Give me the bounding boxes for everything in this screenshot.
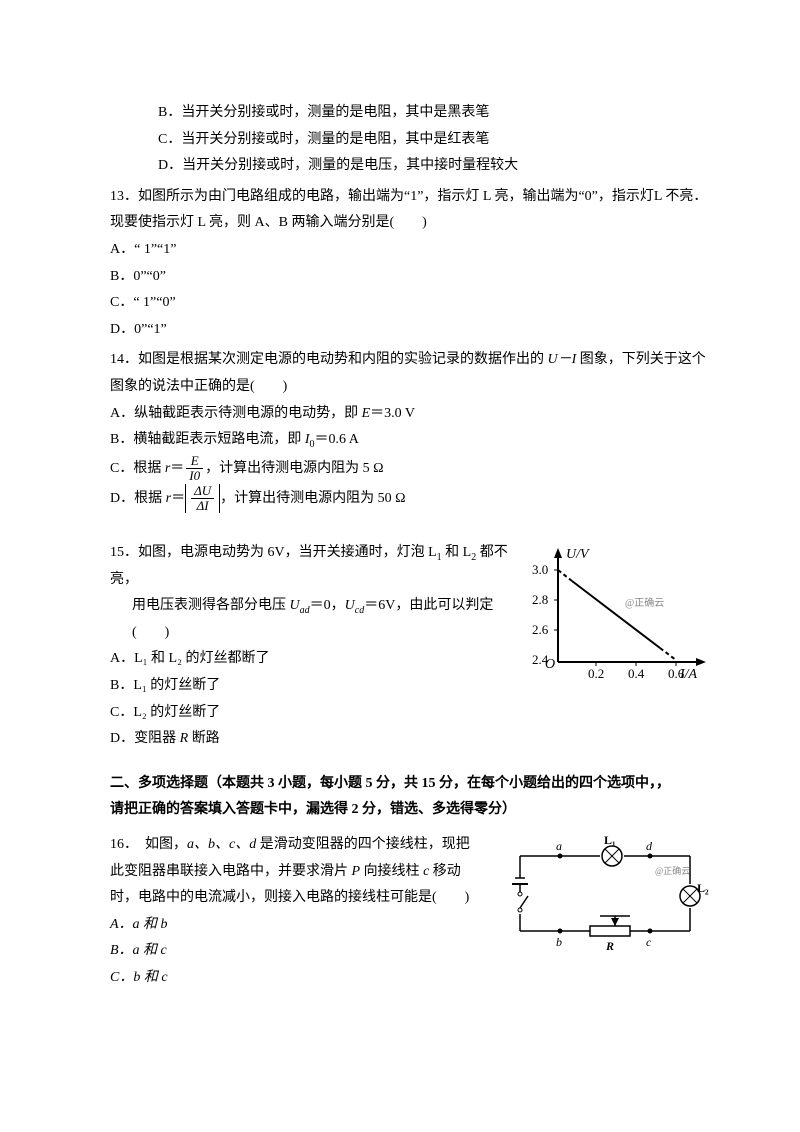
ytick-24: 2.4 [532, 652, 549, 667]
q15-s1b: 和 L [442, 545, 472, 560]
q14-c-num: E [186, 454, 203, 469]
q15-option-a: A．L₁ 和 L₂ 的灯丝都断了 [110, 646, 530, 673]
node-d: d [646, 839, 653, 853]
lamp-l2: L₂ [697, 881, 709, 895]
q15-d2: 断路 [188, 731, 220, 746]
q13-option-a: A．“ 1”“1” [110, 237, 710, 264]
q16-option-c: C．b 和 c [110, 965, 480, 992]
q14-a-text2: ＝3.0 V [370, 406, 415, 421]
section2-header: 二、多项选择题（本题共 3 小题，每小题 5 分，共 15 分，在每个小题给出的… [110, 771, 710, 824]
lamp-l1: L₁ [604, 836, 616, 847]
q16-p: P [352, 864, 361, 879]
q14-d-eq: ＝ [171, 491, 185, 506]
q14-stem-text1: 14．如图是根据某次测定电源的电动势和内阻的实验记录的数据作出的 [110, 352, 548, 367]
q15-option-b: B．L₁ 的灯丝断了 [110, 673, 530, 700]
circuit-watermark: @正确云 [655, 865, 690, 876]
node-c: c [646, 935, 652, 949]
xtick-06: 0.6 [668, 666, 685, 681]
q14-option-b: B．横轴截距表示短路电流，即 I0＝0.6 A [110, 427, 710, 454]
node-a: a [556, 839, 562, 853]
q14-option-d: D．根据 r＝ΔUΔI，计算出待测电源内阻为 50 Ω [110, 484, 710, 514]
q15-stem-line1: 15．如图，电源电动势为 6V，当开关接通时，灯泡 L1 和 L2 都不亮， [110, 540, 530, 593]
q14-d-text2: ，计算出待测电源内阻为 50 Ω [220, 491, 405, 506]
q15-s1: 15．如图，电源电动势为 6V，当开关接通时，灯泡 L [110, 545, 437, 560]
q16-abcd: a、b、c、d [187, 837, 256, 852]
q14-d-num: ΔU [191, 484, 214, 499]
q14-d-abs: ΔUΔI [185, 484, 220, 514]
q14-a-text: A．纵轴截距表示待测电源的电动势，即 [110, 406, 362, 421]
q13-option-b: B．0”“0” [110, 264, 710, 291]
ytick-26: 2.6 [532, 622, 549, 637]
q15-option-d: D．变阻器 R 断路 [110, 726, 530, 753]
q15-s2b: ＝0， [310, 598, 345, 613]
q14-d-text: D．根据 [110, 491, 166, 506]
xtick-02: 0.2 [588, 666, 604, 681]
q12-option-b: B．当开关分别接或时，测量的是电阻，其中是黑表笔 [110, 100, 710, 127]
q14-a-e: E [362, 406, 371, 421]
node-b: b [556, 935, 562, 949]
q15-stem-line2: 用电压表测得各部分电压 Uad＝0，Ucd＝6V，由此可以判定( ) [110, 593, 530, 646]
q14-c-text: C．根据 [110, 461, 165, 476]
q15-s2a: 用电压表测得各部分电压 [132, 598, 290, 613]
q16-s1: 16． 如图， [110, 837, 187, 852]
section2-line1: 二、多项选择题（本题共 3 小题，每小题 5 分，共 15 分，在每个小题给出的… [110, 771, 710, 798]
q16-circuit: a L₁ d L₂ c [500, 836, 710, 967]
q14-c-eq: ＝ [170, 461, 184, 476]
section2-line2: 请把正确的答案填入答题卡中，漏选得 2 分，错选、多选得零分） [110, 797, 710, 824]
ytick-30: 3.0 [532, 562, 548, 577]
q15-u1sub: ad [300, 605, 310, 616]
q13-stem: 13．如图所示为由门电路组成的电路，输出端为“1”，指示灯 L 亮，输出端为“0… [110, 184, 710, 237]
q14-ui: U－I [548, 352, 577, 367]
resistor-r: R [605, 939, 614, 953]
q15-dr: R [180, 731, 189, 746]
q14-b-text: B．横轴截距表示短路电流，即 [110, 432, 305, 447]
q12-option-c: C．当开关分别接或时，测量的是电阻，其中是红表笔 [110, 127, 710, 154]
xtick-04: 0.4 [628, 666, 645, 681]
q16-option-b: B．a 和 c [110, 938, 480, 965]
q15-option-c: C．L₂ 的灯丝断了 [110, 700, 530, 727]
q14-d-frac: ΔUΔI [191, 484, 214, 514]
q14-c-frac: EI0 [186, 454, 203, 484]
q15-u1: U [290, 598, 300, 613]
q14-option-a: A．纵轴截距表示待测电源的电动势，即 E＝3.0 V [110, 401, 710, 428]
q13-option-c: C．“ 1”“0” [110, 290, 710, 317]
q16-s1c: 向接线柱 [360, 864, 423, 879]
graph-watermark: @正确云 [625, 596, 664, 609]
q16-stem: 16． 如图，a、b、c、d 是滑动变阻器的四个接线柱，现把此变阻器串联接入电路… [110, 832, 480, 912]
q13-option-d: D．0”“1” [110, 317, 710, 344]
q16-option-a: A．a 和 b [110, 912, 480, 939]
q14-c-den: I0 [186, 469, 203, 483]
q12-option-d: D．当开关分别接或时，测量的是电压，其中接时量程较大 [110, 153, 710, 180]
ytick-28: 2.8 [532, 592, 548, 607]
q14-stem: 14．如图是根据某次测定电源的电动势和内阻的实验记录的数据作出的 U－I 图象，… [110, 347, 710, 400]
q14-option-c: C．根据 r＝EI0，计算出待测电源内阻为 5 Ω [110, 454, 710, 484]
q14-b-text2: ＝0.6 A [315, 432, 359, 447]
q15-d1: D．变阻器 [110, 731, 180, 746]
graph-ylabel: U/V [566, 547, 590, 562]
q15-u2: U [345, 598, 355, 613]
q14-c-text2: ，计算出待测电源内阻为 5 Ω [205, 461, 383, 476]
q15-u2sub: cd [355, 605, 364, 616]
q15-graph: U/V I/A O 3.0 2.8 2.6 2.4 0.2 0.4 0.6 @ [530, 544, 710, 695]
q14-d-den: ΔI [191, 499, 214, 513]
